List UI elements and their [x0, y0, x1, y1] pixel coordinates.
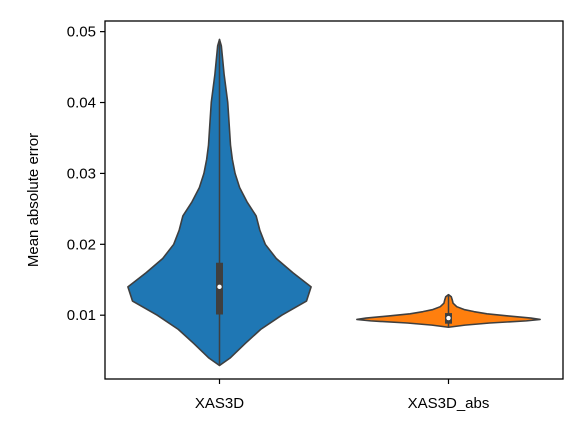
- y-tick-label: 0.05: [67, 24, 96, 41]
- y-axis-label: Mean absolute error: [25, 133, 42, 267]
- y-tick-label: 0.01: [67, 307, 96, 324]
- x-axis: XAS3D XAS3D_abs: [195, 379, 489, 412]
- y-axis: 0.01 0.02 0.03 0.04 0.05: [67, 24, 105, 324]
- y-tick-label: 0.03: [67, 165, 96, 182]
- violin-median-XAS3D_abs: [446, 315, 451, 321]
- x-tick-label: XAS3D: [195, 395, 244, 412]
- violins-group: [127, 38, 541, 367]
- x-tick-label: XAS3D_abs: [408, 395, 490, 412]
- y-tick-label: 0.02: [67, 236, 96, 253]
- violin-median-XAS3D: [217, 284, 222, 290]
- y-tick-label: 0.04: [67, 95, 96, 112]
